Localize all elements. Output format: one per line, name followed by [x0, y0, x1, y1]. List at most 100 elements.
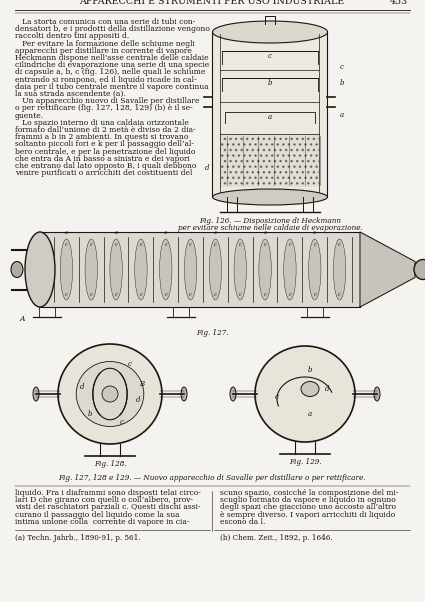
Text: c: c — [264, 241, 266, 246]
Text: c: c — [289, 293, 291, 297]
Text: c: c — [214, 293, 217, 297]
Text: scuglio formato da vapore e liquido in ognuno: scuglio formato da vapore e liquido in o… — [220, 496, 396, 504]
Text: di capsule a, b, c (fig. 126), nelle quali le schiume: di capsule a, b, c (fig. 126), nelle qua… — [15, 69, 205, 76]
Text: Fig. 127, 128 e 129. — Nuovo apparecchio di Savalle per distillare o per rettifi: Fig. 127, 128 e 129. — Nuovo apparecchio… — [58, 474, 366, 482]
Text: bero centrale, e per la penetrazione del liquido: bero centrale, e per la penetrazione del… — [15, 147, 196, 155]
Text: liquido. Fra i diaframmi sono disposti telai circo-: liquido. Fra i diaframmi sono disposti t… — [15, 489, 201, 497]
Text: c: c — [189, 293, 192, 297]
Ellipse shape — [33, 387, 39, 401]
Ellipse shape — [333, 239, 346, 300]
Ellipse shape — [85, 239, 97, 300]
Text: c: c — [120, 418, 124, 426]
Ellipse shape — [25, 232, 55, 307]
Ellipse shape — [58, 344, 162, 444]
Text: c: c — [313, 241, 316, 246]
Text: formato dall’unione di 2 metà è diviso da 2 dia-: formato dall’unione di 2 metà è diviso d… — [15, 126, 196, 134]
Text: Per evitare la formazione delle schiume negli: Per evitare la formazione delle schiume … — [15, 40, 195, 48]
Ellipse shape — [414, 259, 425, 279]
Text: c: c — [164, 293, 167, 297]
Ellipse shape — [209, 239, 221, 300]
Text: c: c — [340, 63, 343, 71]
Text: daia per il tubo centrale mentre il vapore continua: daia per il tubo centrale mentre il vapo… — [15, 83, 209, 91]
Text: Lo spazio interno di una caldaia orizzontale: Lo spazio interno di una caldaia orizzon… — [15, 119, 189, 127]
Text: raccolti dentro tini appositi d.: raccolti dentro tini appositi d. — [15, 33, 129, 40]
Text: c: c — [338, 241, 341, 246]
Circle shape — [102, 386, 118, 402]
Text: c: c — [239, 241, 242, 246]
Ellipse shape — [76, 361, 144, 426]
Ellipse shape — [184, 239, 197, 300]
Text: c: c — [65, 241, 68, 246]
Ellipse shape — [255, 346, 355, 442]
Text: d: d — [325, 385, 329, 393]
Ellipse shape — [159, 239, 172, 300]
Ellipse shape — [212, 189, 328, 205]
Ellipse shape — [212, 21, 328, 43]
Text: c: c — [264, 293, 266, 297]
Text: venire purificati o arricchiti dei costituenti del: venire purificati o arricchiti dei costi… — [15, 169, 193, 177]
Polygon shape — [360, 232, 415, 307]
Text: la sua strada ascendente (a).: la sua strada ascendente (a). — [15, 90, 126, 98]
Ellipse shape — [284, 239, 296, 300]
Ellipse shape — [11, 261, 23, 278]
Text: (b) Chem. Zeit., 1892, p. 1646.: (b) Chem. Zeit., 1892, p. 1646. — [220, 534, 333, 542]
Text: c: c — [90, 293, 93, 297]
Text: escono da l.: escono da l. — [220, 518, 265, 526]
Text: scuno spazio, cosicché la composizione del mi-: scuno spazio, cosicché la composizione d… — [220, 489, 399, 497]
Text: 453: 453 — [390, 0, 408, 6]
Ellipse shape — [181, 387, 187, 401]
Text: o per rettificare (fig. 127, 128, 129) (b) è il se-: o per rettificare (fig. 127, 128, 129) (… — [15, 104, 193, 113]
Text: a: a — [65, 230, 68, 235]
Text: c: c — [239, 293, 242, 297]
Text: c: c — [90, 241, 93, 246]
Text: a: a — [264, 230, 266, 235]
Text: c: c — [139, 241, 142, 246]
Text: Fig. 128.: Fig. 128. — [94, 460, 126, 468]
Text: b: b — [88, 410, 92, 418]
Text: densatori b, e i prodotti della distillazione vengono: densatori b, e i prodotti della distilla… — [15, 25, 210, 33]
Ellipse shape — [309, 239, 321, 300]
Text: cilindriche di evaporazione una serie di una specie: cilindriche di evaporazione una serie di… — [15, 61, 209, 69]
Ellipse shape — [110, 239, 122, 300]
Text: a: a — [308, 410, 312, 418]
Text: che entrano dal lato opposto B, i quali debbono: che entrano dal lato opposto B, i quali … — [15, 162, 196, 170]
Text: c: c — [214, 241, 217, 246]
Text: a: a — [268, 113, 272, 121]
Text: a: a — [115, 230, 118, 235]
Text: c: c — [164, 241, 167, 246]
FancyBboxPatch shape — [221, 134, 320, 187]
Text: frammi a b in 2 ambienti. In questi si trovano: frammi a b in 2 ambienti. In questi si t… — [15, 133, 188, 141]
Text: apparecchi per distillare in corrente di vapore: apparecchi per distillare in corrente di… — [15, 47, 192, 55]
Text: soltanto piccoli fori e k per il passaggio dell’al-: soltanto piccoli fori e k per il passagg… — [15, 140, 194, 149]
Text: a: a — [340, 111, 344, 119]
Text: c: c — [65, 293, 68, 297]
FancyBboxPatch shape — [212, 32, 328, 197]
Ellipse shape — [135, 239, 147, 300]
Text: c: c — [139, 293, 142, 297]
Text: Fig. 127.: Fig. 127. — [196, 329, 228, 337]
Text: a: a — [214, 230, 217, 235]
FancyBboxPatch shape — [40, 232, 360, 307]
Text: c: c — [275, 393, 279, 401]
Text: d: d — [80, 383, 84, 391]
Text: c: c — [115, 293, 117, 297]
Text: curano il passaggio del liquido come la sua: curano il passaggio del liquido come la … — [15, 510, 180, 518]
Ellipse shape — [234, 239, 246, 300]
Text: guente.: guente. — [15, 111, 44, 120]
Text: c: c — [189, 241, 192, 246]
Text: che entra da A in basso a sinistra e dei vapori: che entra da A in basso a sinistra e dei… — [15, 155, 190, 163]
Ellipse shape — [301, 382, 319, 397]
Text: è sempre diverso. I vapori arricchiti di liquido: è sempre diverso. I vapori arricchiti di… — [220, 510, 395, 518]
Text: entrando si rompono, ed il liquido ricade in cal-: entrando si rompono, ed il liquido ricad… — [15, 76, 197, 84]
Text: c: c — [128, 360, 132, 368]
Text: Heckmann dispone nell'asse centrale delle caldaie: Heckmann dispone nell'asse centrale dell… — [15, 54, 209, 62]
Text: a: a — [313, 230, 316, 235]
Text: Fig. 129.: Fig. 129. — [289, 458, 321, 466]
Text: a: a — [164, 230, 167, 235]
Ellipse shape — [374, 387, 380, 401]
Text: c: c — [115, 241, 117, 246]
Text: d: d — [205, 164, 210, 172]
Text: b: b — [308, 366, 312, 374]
Text: La storta comunica con una serie di tubi con-: La storta comunica con una serie di tubi… — [15, 18, 196, 26]
Text: A: A — [19, 315, 25, 323]
